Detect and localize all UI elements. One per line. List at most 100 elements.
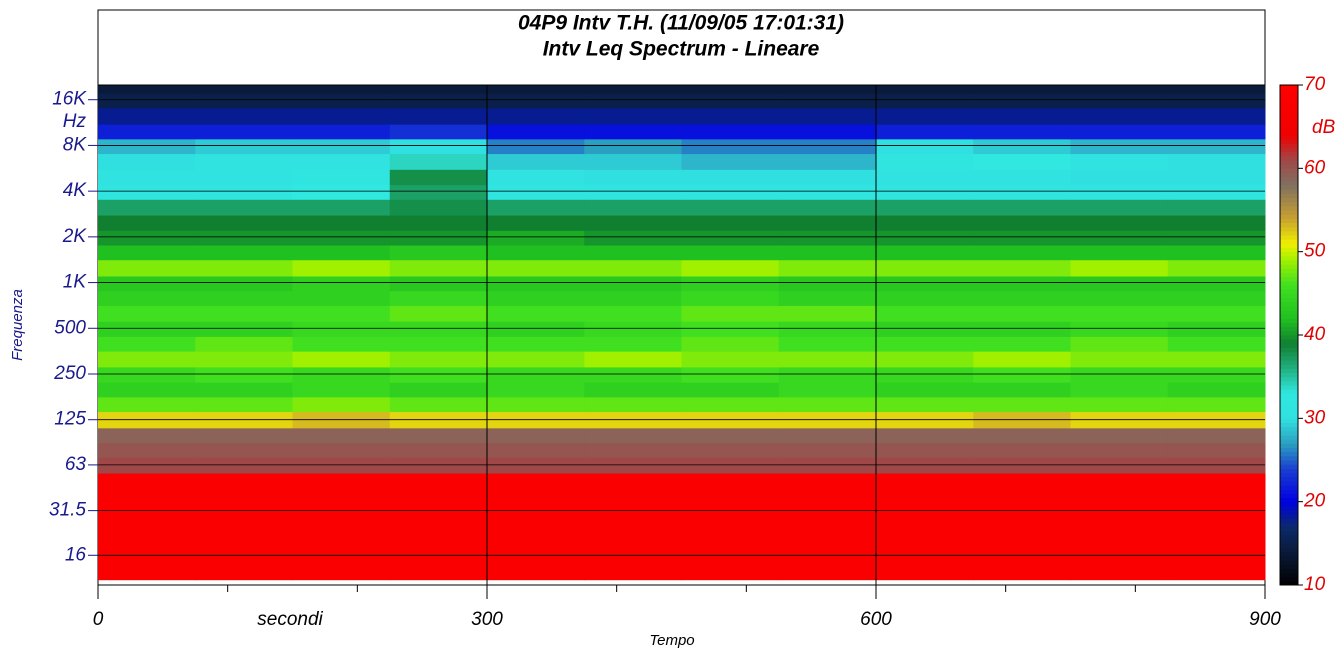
colorbar-swatch	[1280, 85, 1298, 90]
heatmap-cell	[195, 198, 293, 216]
colorbar-swatch	[1280, 472, 1298, 478]
heatmap-cell	[778, 153, 877, 170]
colorbar-swatch	[1280, 93, 1298, 98]
heatmap-cell	[98, 289, 196, 306]
colorbar-swatch	[1280, 364, 1298, 369]
heatmap-cell	[1167, 168, 1266, 186]
colorbar-swatch	[1280, 480, 1298, 486]
heatmap-cell	[292, 304, 391, 322]
heatmap-cell	[584, 350, 682, 368]
colorbar-swatch	[1280, 368, 1298, 373]
heatmap-cell	[98, 532, 196, 550]
heatmap-cell	[292, 441, 391, 458]
chart-subtitle: Intv Leq Spectrum - Lineare	[543, 38, 820, 61]
x-tick-label: 0	[93, 609, 104, 630]
heatmap-cell	[195, 563, 293, 581]
heatmap-cell	[98, 107, 196, 125]
colorbar-swatch	[1280, 135, 1298, 140]
heatmap-cell	[98, 334, 196, 352]
heatmap-cell	[1167, 304, 1266, 322]
heatmap-cell	[681, 304, 780, 322]
heatmap-cell	[1070, 243, 1169, 261]
heatmap-cell	[389, 107, 488, 125]
heatmap-cell	[584, 563, 682, 581]
colorbar-swatch	[1280, 268, 1298, 273]
heatmap-cell	[389, 198, 488, 216]
heatmap-cell	[778, 380, 877, 398]
heatmap-cell	[389, 153, 488, 170]
heatmap-cell	[195, 441, 293, 458]
heatmap-cell	[487, 350, 585, 368]
heatmap-cell	[778, 472, 877, 489]
heatmap-cell	[487, 198, 585, 216]
colorbar-swatch	[1280, 460, 1298, 465]
colorbar-tick-label: 10	[1304, 574, 1326, 595]
heatmap-cell	[973, 486, 1071, 504]
heatmap-cell	[389, 259, 488, 277]
colorbar-swatch	[1280, 576, 1298, 582]
colorbar-swatch	[1280, 468, 1298, 473]
colorbar-tick-label: 60	[1304, 157, 1326, 178]
heatmap-cell	[1167, 243, 1266, 261]
heatmap-cell	[292, 153, 391, 170]
colorbar-swatch	[1280, 485, 1298, 490]
x-tick-label: 600	[860, 609, 892, 630]
colorbar-swatch	[1280, 226, 1298, 232]
colorbar-swatch	[1280, 555, 1298, 561]
colorbar-tick-label: 40	[1304, 324, 1326, 345]
heatmap-cell	[1167, 472, 1266, 489]
colorbar-swatch	[1280, 151, 1298, 157]
heatmap-cell	[487, 289, 585, 306]
colorbar-swatch	[1280, 301, 1298, 307]
colorbar-swatch	[1280, 443, 1298, 448]
heatmap-cell	[584, 472, 682, 489]
colorbar-swatch	[1280, 439, 1298, 444]
heatmap-cell	[1167, 380, 1266, 398]
colorbar-swatch	[1280, 326, 1298, 332]
heatmap-cell	[584, 198, 682, 216]
heatmap-cell	[98, 168, 196, 186]
colorbar-swatch	[1280, 410, 1298, 415]
heatmap-cell	[876, 122, 974, 140]
heatmap-cell	[973, 426, 1071, 444]
heatmap-cell	[389, 380, 488, 398]
colorbar-swatch	[1280, 214, 1298, 219]
heatmap-cell	[1167, 441, 1266, 458]
heatmap-cell	[584, 380, 682, 398]
heatmap-cell	[584, 153, 682, 170]
heatmap-cell	[98, 563, 196, 581]
heatmap-cell	[973, 532, 1071, 550]
heatmap-cell	[973, 380, 1071, 398]
heatmap-cell	[487, 486, 585, 504]
heatmap-cell	[973, 122, 1071, 140]
colorbar-swatch	[1280, 389, 1298, 394]
heatmap-cell	[195, 259, 293, 277]
heatmap-cell	[292, 243, 391, 261]
y-tick-label: 63	[65, 454, 87, 475]
heatmap-cell	[1167, 289, 1266, 306]
colorbar-swatch	[1280, 264, 1298, 269]
heatmap-cell	[584, 304, 682, 322]
x-unit: secondi	[257, 609, 323, 630]
y-tick-label: 2K	[62, 226, 88, 247]
heatmap-cell	[1070, 168, 1169, 186]
heatmap-cell	[584, 122, 682, 140]
heatmap-cell	[584, 214, 682, 231]
heatmap-cell	[195, 472, 293, 489]
heatmap-cell	[876, 563, 974, 581]
colorbar-swatch	[1280, 280, 1298, 286]
heatmap-cell	[292, 380, 391, 398]
heatmap-cell	[1167, 259, 1266, 277]
colorbar-swatch	[1280, 285, 1298, 290]
heatmap-cell	[584, 85, 682, 94]
heatmap-cell	[973, 563, 1071, 581]
heatmap-cell	[195, 214, 293, 231]
heatmap-cell	[389, 426, 488, 444]
heatmap-cell	[681, 441, 780, 458]
heatmap-cell	[1167, 122, 1266, 140]
heatmap-cell	[98, 517, 196, 535]
heatmap-cell	[681, 214, 780, 231]
heatmap-cell	[195, 122, 293, 140]
x-tick-label: 900	[1249, 609, 1281, 630]
heatmap-cell	[1167, 563, 1266, 581]
